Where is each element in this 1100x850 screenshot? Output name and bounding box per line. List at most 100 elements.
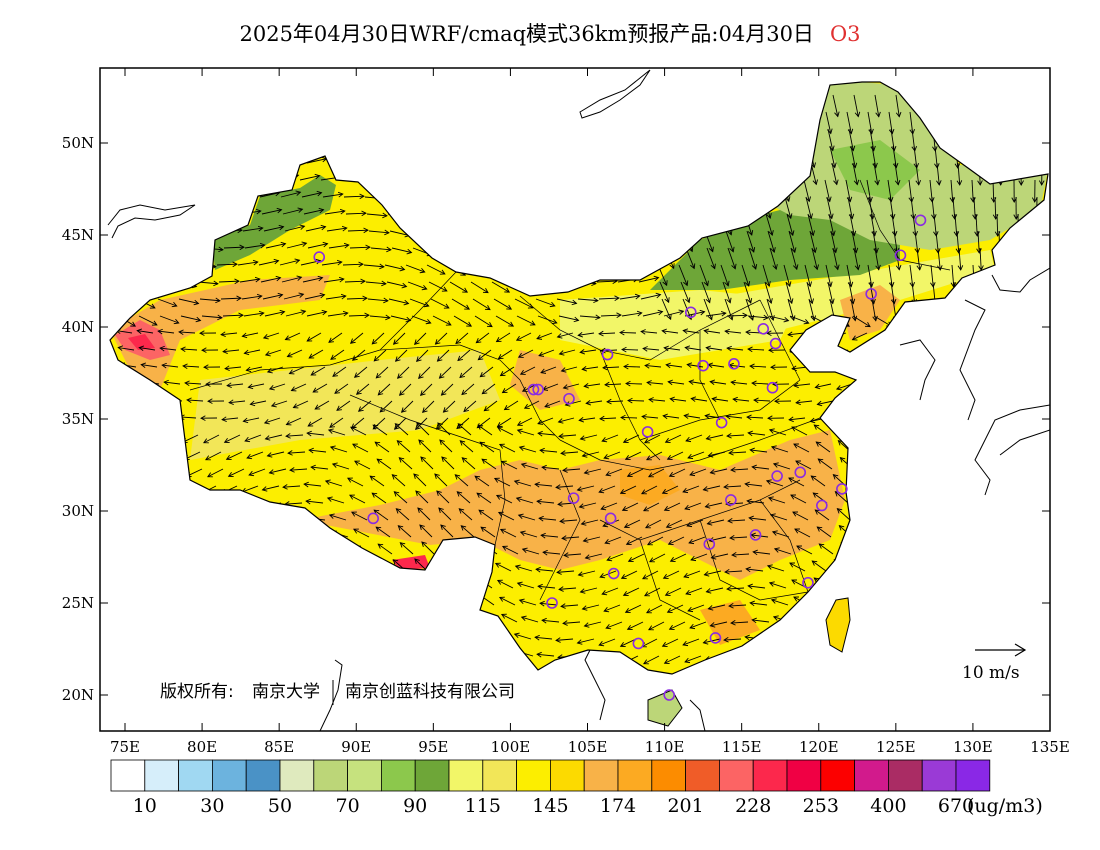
wind-arrow-head [727,229,733,236]
wind-arrow [890,281,895,304]
wind-arrow-head [803,319,810,325]
wind-arrow-head [341,225,348,232]
wind-arrow-head [558,586,564,592]
wind-arrow [690,553,708,561]
wind-arrow-head [807,213,813,220]
wind-arrow-head [414,558,420,564]
wind-arrow-head [669,396,675,403]
wind-arrow [399,383,412,396]
wind-arrow-head [247,383,254,390]
wind-arrow-head [893,247,900,254]
station-marker [836,483,848,495]
field-liaoning-orange [840,285,900,340]
wind-arrow-head [354,460,360,466]
wind-arrow-head [580,520,587,526]
wind-arrow-head [806,281,812,288]
wind-arrow [852,332,868,341]
wind-arrow-head [770,445,777,451]
wind-arrow-head [523,403,530,409]
wind-arrow-head [603,454,610,460]
wind-arrow-head [561,535,567,541]
wind-arrow-head [322,241,329,248]
wind-arrow-head [810,162,816,169]
wind-arrow [583,536,601,542]
wind-arrow-head [770,247,776,253]
wind-arrow [666,519,683,528]
wind-arrow [662,638,679,647]
wind-arrow [870,213,876,236]
wind-arrow [788,332,805,336]
wind-arrow [703,298,713,320]
colorbar-label: 90 [403,795,427,817]
wind-arrow [623,366,641,368]
lon-label: 90E [341,738,371,756]
wind-arrow [746,230,755,253]
wind-arrow [386,281,407,287]
wind-arrow-head [396,440,403,446]
wind-arrow-head [726,345,732,352]
wind-arrow-head [864,321,871,328]
wind-arrow-head [683,280,689,287]
wind-arrow-head [232,261,238,268]
wind-arrow-head [665,522,672,528]
colorbar-label: 670 [938,795,974,817]
wind-arrow [728,519,746,522]
wind-arrow [559,434,577,437]
colorbar-label: 70 [336,795,360,817]
wind-arrow-head [381,280,387,287]
wind-arrow [346,297,368,300]
wind-arrow-head [706,520,713,526]
wind-arrow [353,528,370,538]
wind-arrow-head [664,297,670,304]
wind-arrow-head [774,398,780,405]
wind-arrow [726,415,743,419]
wind-arrow-head [477,424,484,430]
wind-arrow-head [634,293,641,300]
wind-arrow-head [749,447,755,454]
wind-arrow [811,560,827,572]
wind-arrow-head [888,281,895,288]
wind-arrow [871,145,877,168]
wind-arrow-head [252,259,259,266]
wind-arrow-head [361,210,367,217]
wind-arrow-head [702,639,709,645]
wind-arrow [286,242,307,249]
wind-arrow-head [264,351,271,357]
wind-arrow [726,314,748,317]
wind-arrow [724,485,742,488]
wind-arrow-head [211,263,217,270]
wind-arrow [668,536,685,545]
wind-arrow-head [796,545,802,551]
wind-arrow-head [308,353,315,359]
wind-arrow-head [669,556,676,562]
wind-arrow [441,383,454,396]
wind-arrow [441,456,455,470]
wind-arrow-head [223,437,230,444]
wind-arrow-head [459,372,465,379]
wind-arrow [440,524,454,538]
wind-arrow [852,162,858,185]
colorbar-label: 174 [600,795,636,817]
wind-arrow [888,264,893,287]
wind-arrow [749,517,767,521]
copyright-org1: 南京大学 [252,682,320,702]
wind-arrow-head [418,439,424,445]
wind-arrow-head [770,598,777,604]
wind-arrow [203,434,220,444]
wind-arrow-head [242,417,249,424]
wind-arrow-head [520,462,527,469]
wind-arrow-head [436,490,442,496]
wind-arrow [559,349,576,355]
wind-arrow-head [460,525,467,531]
wind-arrow [577,298,598,302]
wind-arrow [179,331,196,334]
wind-arrow-head [310,370,317,376]
colorbar-swatch [516,759,551,792]
wind-arrow-head [585,399,592,406]
wind-arrow-head [221,416,227,422]
wind-arrow [640,294,661,300]
wind-arrow [453,315,472,327]
wind-arrow [239,278,260,283]
wind-arrow [411,315,431,324]
wind-arrow [291,383,307,391]
